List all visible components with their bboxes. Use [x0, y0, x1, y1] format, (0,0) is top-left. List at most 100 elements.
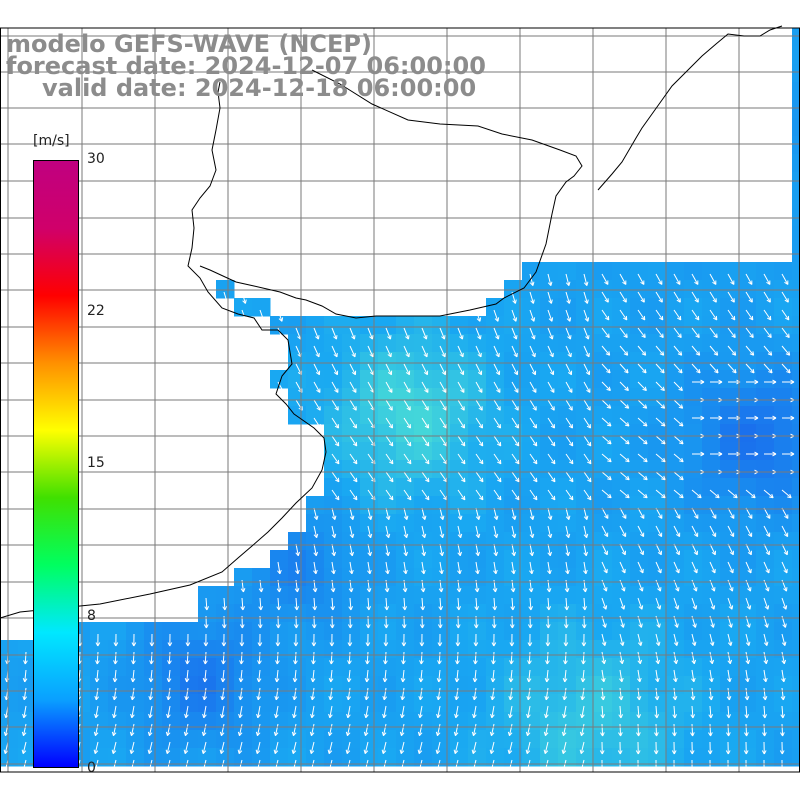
wind-arrow	[601, 471, 612, 481]
wind-arrow	[709, 363, 719, 374]
ocean-cell	[180, 640, 199, 659]
wind-arrow	[511, 399, 519, 411]
wind-arrow	[671, 759, 677, 773]
wind-arrow	[167, 651, 172, 665]
ocean-cell	[594, 388, 613, 407]
ocean-cell	[306, 640, 325, 659]
wind-arrow	[637, 309, 646, 321]
ocean-cell	[792, 280, 800, 299]
ocean-cell	[666, 586, 685, 605]
wind-arrow	[709, 525, 717, 538]
wind-arrow	[745, 489, 756, 499]
ocean-cell	[216, 712, 235, 731]
ocean-cell	[396, 550, 415, 569]
ocean-cell	[792, 586, 800, 605]
wind-arrow	[691, 633, 697, 646]
ocean-cell	[468, 694, 487, 713]
ocean-cell	[486, 478, 505, 497]
ocean-cell	[342, 352, 361, 371]
ocean-cell	[558, 532, 577, 551]
wind-arrow	[745, 651, 751, 665]
wind-arrow	[636, 723, 641, 737]
ocean-cell	[558, 460, 577, 479]
wind-arrow	[525, 759, 531, 772]
ocean-cell	[666, 316, 685, 335]
ocean-cell	[414, 388, 433, 407]
ocean-cell	[522, 532, 541, 551]
wind-arrow	[635, 759, 641, 773]
wind-arrow	[493, 543, 499, 557]
ocean-cell	[630, 658, 649, 677]
wind-arrow	[562, 669, 568, 683]
ocean-cell	[756, 748, 775, 767]
ocean-cell	[702, 442, 721, 461]
wind-arrow	[619, 453, 630, 463]
wind-arrow	[727, 327, 736, 339]
ocean-cell	[90, 712, 109, 731]
ocean-cell	[540, 460, 559, 479]
wind-arrow	[619, 345, 629, 356]
wind-arrow	[637, 327, 646, 339]
ocean-cell	[432, 712, 451, 731]
wind-arrow	[490, 687, 496, 701]
wind-arrow	[493, 381, 501, 393]
wind-arrow	[475, 453, 484, 465]
wind-arrow	[619, 273, 627, 285]
wind-arrow	[781, 507, 789, 519]
wind-arrow	[349, 399, 357, 411]
ocean-cell	[702, 280, 721, 299]
ocean-cell	[792, 532, 800, 551]
ocean-cell	[306, 334, 325, 353]
ocean-cell	[612, 280, 631, 299]
ocean-cell	[720, 316, 739, 335]
ocean-cell	[360, 730, 379, 749]
ocean-cell	[252, 604, 271, 623]
ocean-cell	[486, 442, 505, 461]
ocean-cell	[108, 640, 127, 659]
ocean-cell	[414, 478, 433, 497]
wind-arrow	[763, 633, 769, 646]
wind-arrow	[673, 363, 683, 374]
wind-arrow	[547, 543, 553, 557]
wind-arrow	[94, 687, 100, 701]
wind-arrow	[403, 417, 412, 429]
wind-arrow	[655, 309, 664, 321]
ocean-cell	[756, 712, 775, 731]
wind-arrow	[436, 705, 441, 719]
wind-arrow	[403, 507, 409, 520]
ocean-cell	[432, 586, 451, 605]
wind-arrow	[511, 435, 520, 447]
ocean-cell	[738, 748, 757, 767]
wind-arrow	[381, 759, 387, 772]
ocean-cell	[558, 514, 577, 533]
ocean-cell	[108, 712, 127, 731]
wind-arrow	[601, 651, 607, 665]
ocean-cell	[396, 406, 415, 425]
ocean-cell	[450, 514, 469, 533]
wind-arrow	[493, 399, 501, 411]
wind-arrow	[637, 399, 648, 409]
wind-arrow	[510, 597, 516, 611]
ocean-cell	[432, 388, 451, 407]
ocean-cell	[684, 514, 703, 533]
wind-arrow	[349, 363, 357, 376]
wind-arrow	[673, 309, 682, 321]
ocean-cell	[630, 496, 649, 515]
ocean-cell	[720, 280, 739, 299]
ocean-cell	[738, 298, 757, 317]
wind-arrow	[763, 291, 771, 303]
wind-arrow	[709, 669, 714, 683]
wind-arrow	[583, 291, 589, 304]
wind-arrow	[327, 741, 333, 754]
wind-arrow	[493, 345, 500, 358]
ocean-cell	[738, 694, 757, 713]
wind-arrow	[601, 309, 610, 321]
wind-arrow	[292, 705, 297, 719]
ocean-cell	[792, 262, 800, 281]
ocean-cell	[666, 694, 685, 713]
wind-arrow	[183, 759, 189, 772]
wind-arrow	[349, 381, 357, 393]
ocean-cell	[450, 316, 469, 335]
wind-arrow	[439, 525, 445, 539]
